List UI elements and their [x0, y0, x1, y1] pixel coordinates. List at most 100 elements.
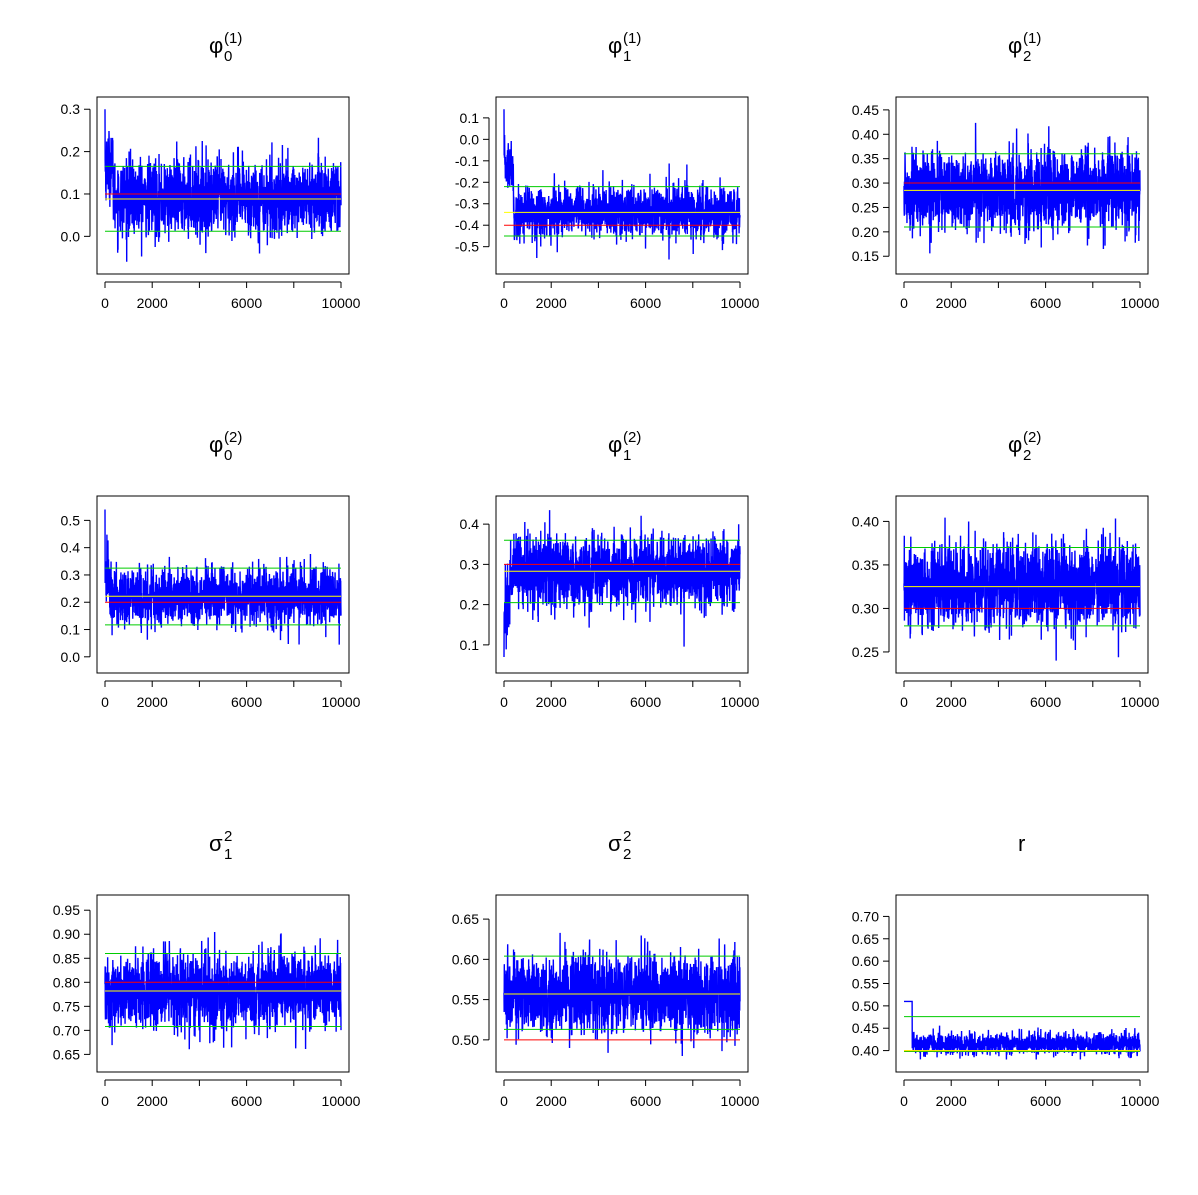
title-symbol: r — [1018, 831, 1025, 856]
y-tick-label: 0.1 — [460, 637, 480, 653]
title-symbol: φ — [608, 432, 622, 457]
panel-title: φ (1)2 — [1008, 30, 1041, 65]
x-tick-label: 10000 — [1121, 295, 1160, 311]
panel-title: r — [1018, 831, 1025, 856]
x-tick-label: 2000 — [137, 694, 168, 710]
y-tick-label: 0.3 — [61, 567, 81, 583]
y-tick-label: 0.20 — [852, 224, 879, 240]
title-subscript: 1 — [623, 447, 631, 464]
y-tick-label: 0.1 — [460, 110, 480, 126]
x-tick-label: 10000 — [721, 295, 760, 311]
trace-line — [104, 109, 342, 262]
x-tick-label: 10000 — [1121, 1093, 1160, 1109]
y-tick-label: -0.4 — [455, 217, 479, 233]
x-tick-label: 0 — [900, 1093, 908, 1109]
y-tick-label: -0.2 — [455, 174, 479, 190]
x-tick-label: 0 — [500, 694, 508, 710]
x-tick-label: 6000 — [231, 694, 262, 710]
y-tick-label: 0.50 — [452, 1032, 479, 1048]
y-tick-label: 0.65 — [53, 1046, 80, 1062]
y-tick-label: 0.0 — [61, 649, 81, 665]
y-tick-label: 0.60 — [852, 953, 879, 969]
y-tick-label: 0.80 — [53, 974, 80, 990]
title-subscript: 2 — [623, 846, 631, 863]
title-superscript: (2) — [623, 429, 641, 446]
y-tick-label: 0.75 — [53, 998, 80, 1014]
title-symbol: φ — [209, 432, 223, 457]
panel-title: φ (2)0 — [209, 429, 242, 464]
y-tick-label: 0.25 — [852, 644, 879, 660]
y-tick-label: 0.65 — [852, 931, 879, 947]
title-subscript: 1 — [623, 48, 631, 65]
title-subscript: 2 — [1023, 447, 1031, 464]
x-tick-label: 10000 — [322, 295, 361, 311]
x-tick-label: 2000 — [936, 694, 967, 710]
plot-frame — [895, 495, 1149, 674]
x-tick-label: 0 — [500, 295, 508, 311]
x-tick-label: 0 — [900, 694, 908, 710]
x-tick-label: 10000 — [721, 694, 760, 710]
trace-panel-2: -0.5 -0.4 -0.3 -0.2 -0.1 0.0 0.1 0 2000 6000 10000… — [455, 30, 760, 311]
panel-title: φ (2)2 — [1008, 429, 1041, 464]
title-subscript: 0 — [224, 48, 232, 65]
trace-line — [904, 1000, 1141, 1060]
panel-title: φ (1)1 — [608, 30, 641, 65]
x-tick-label: 6000 — [630, 1093, 661, 1109]
plot-frame — [495, 96, 749, 275]
y-tick-label: 0.4 — [61, 540, 81, 556]
trace-line — [903, 517, 1141, 661]
y-tick-label: 0.4 — [460, 516, 480, 532]
y-tick-label: 0.5 — [61, 512, 81, 528]
y-tick-label: 0.90 — [53, 926, 80, 942]
trace-panel-7: 0.65 0.70 0.75 0.80 0.85 0.90 0.95 0 2000 6000 100… — [53, 828, 361, 1109]
title-symbol: σ — [608, 831, 622, 856]
y-tick-label: -0.1 — [455, 153, 479, 169]
trace-panel-5: 0.1 0.2 0.3 0.4 0 2000 6000 10000 φ (2)1 — [460, 429, 760, 710]
x-tick-label: 0 — [101, 694, 109, 710]
y-tick-label: 0.2 — [460, 597, 480, 613]
title-subscript: 0 — [224, 447, 232, 464]
trace-line — [503, 510, 741, 657]
y-tick-label: 0.35 — [852, 557, 879, 573]
trace-line — [503, 109, 741, 260]
trace-panel-6: 0.25 0.30 0.35 0.40 0 2000 6000 10000 φ (2)2 — [852, 429, 1160, 710]
x-tick-label: 6000 — [1030, 694, 1061, 710]
x-tick-label: 2000 — [536, 1093, 567, 1109]
y-tick-label: 0.50 — [852, 998, 879, 1014]
x-tick-label: 2000 — [137, 295, 168, 311]
x-tick-label: 10000 — [721, 1093, 760, 1109]
y-tick-label: 0.15 — [852, 248, 879, 264]
title-superscript: (1) — [623, 30, 641, 47]
y-tick-label: -0.5 — [455, 239, 479, 255]
trace-line — [104, 509, 342, 645]
y-tick-label: 0.0 — [460, 131, 480, 147]
plot-frame — [895, 96, 1149, 275]
trace-line — [503, 932, 741, 1056]
plot-frame — [96, 894, 350, 1073]
x-tick-label: 10000 — [322, 694, 361, 710]
y-tick-label: 0.70 — [852, 908, 879, 924]
y-tick-label: 0.60 — [452, 951, 479, 967]
y-tick-label: 0.0 — [61, 228, 81, 244]
x-tick-label: 0 — [101, 295, 109, 311]
panel-title: σ 22 — [608, 828, 631, 863]
x-tick-label: 6000 — [1030, 1093, 1061, 1109]
trace-panel-3: 0.15 0.20 0.25 0.30 0.35 0.40 0.45 0 2000 6000 100… — [852, 30, 1160, 311]
title-superscript: 2 — [224, 828, 232, 845]
x-tick-label: 6000 — [630, 295, 661, 311]
x-tick-label: 2000 — [536, 295, 567, 311]
title-symbol: φ — [209, 33, 223, 58]
y-tick-label: 0.95 — [53, 902, 80, 918]
y-tick-label: 0.65 — [452, 911, 479, 927]
title-symbol: φ — [608, 33, 622, 58]
plot-frame — [495, 495, 749, 674]
y-tick-label: 0.40 — [852, 1043, 879, 1059]
trace-line — [903, 122, 1141, 254]
panel-title: σ 21 — [209, 828, 232, 863]
title-symbol: φ — [1008, 432, 1022, 457]
y-tick-label: 0.45 — [852, 102, 879, 118]
y-tick-label: 0.1 — [61, 622, 81, 638]
y-tick-label: 0.1 — [61, 186, 81, 202]
